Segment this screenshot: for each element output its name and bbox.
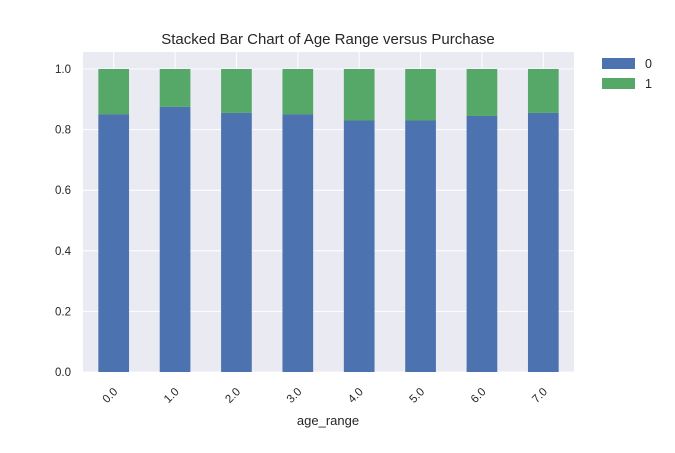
- y-tick-label: 0.8: [55, 125, 71, 137]
- x-tick-label: 0.0: [101, 386, 121, 406]
- bar-segment-series-1: [405, 69, 436, 121]
- y-tick-label: 0.4: [55, 246, 72, 258]
- bar-segment-series-0: [98, 114, 130, 372]
- bar-segment-series-1: [221, 69, 252, 113]
- y-tick-label: 0.6: [55, 185, 71, 197]
- legend-label: 1: [645, 77, 652, 91]
- x-axis-label: age_range: [297, 413, 359, 428]
- bar-segment-series-1: [159, 69, 191, 107]
- y-axis-ticks: 0.0 0.2 0.4 0.6 0.8 1.0: [55, 64, 72, 379]
- legend-swatch: [602, 58, 635, 69]
- y-tick-label: 0.0: [55, 367, 71, 379]
- bar-segment-series-1: [98, 69, 130, 115]
- legend-label: 0: [645, 57, 652, 71]
- x-axis-ticks: 0.0 1.0 2.0 3.0 4.0 5.0 6.0 7.0: [101, 386, 550, 406]
- y-tick-label: 1.0: [55, 64, 71, 76]
- chart-title: Stacked Bar Chart of Age Range versus Pu…: [161, 31, 495, 48]
- bar-segment-series-0: [466, 115, 498, 372]
- plot-area: [83, 52, 574, 372]
- legend: 01: [602, 57, 652, 91]
- legend-swatch: [602, 78, 635, 89]
- x-tick-label: 6.0: [469, 386, 489, 406]
- bars: [98, 69, 559, 372]
- x-tick-label: 4.0: [346, 386, 366, 406]
- y-tick-label: 0.2: [55, 306, 71, 318]
- bar-segment-series-1: [466, 69, 498, 116]
- bar-segment-series-0: [405, 120, 436, 372]
- bar-segment-series-0: [282, 114, 314, 372]
- bar-segment-series-0: [343, 120, 375, 372]
- x-tick-label: 2.0: [223, 386, 243, 406]
- bar-segment-series-0: [527, 112, 559, 372]
- bar-segment-series-1: [343, 69, 375, 121]
- x-tick-label: 3.0: [285, 386, 305, 406]
- bar-segment-series-0: [221, 112, 252, 372]
- bar-segment-series-1: [527, 69, 559, 113]
- x-tick-label: 7.0: [530, 386, 550, 406]
- x-tick-label: 1.0: [162, 386, 182, 406]
- bar-segment-series-1: [282, 69, 314, 115]
- x-tick-label: 5.0: [408, 386, 428, 406]
- bar-segment-series-0: [159, 106, 191, 372]
